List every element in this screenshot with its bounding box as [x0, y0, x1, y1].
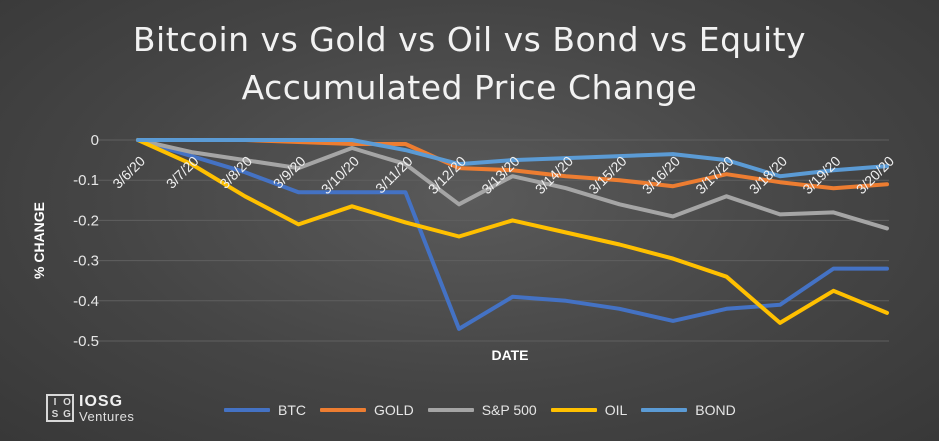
legend-label: BTC — [278, 402, 306, 418]
y-tick-label: -0.4 — [73, 293, 99, 310]
legend-item: BTC — [224, 402, 306, 418]
y-tick-label: 0 — [91, 132, 99, 149]
legend-label: S&P 500 — [481, 402, 537, 418]
y-tick-label: -0.2 — [73, 212, 99, 229]
legend-label: BOND — [695, 402, 736, 418]
series-lines — [136, 138, 889, 331]
legend-item: S&P 500 — [427, 402, 537, 418]
chart-title-line-1: Bitcoin vs Gold vs Oil vs Bond vs Equity — [132, 20, 807, 59]
x-tick-label: 3/20/20 — [853, 153, 897, 197]
y-tick-label: -0.5 — [73, 333, 99, 350]
x-tick-label: 3/16/20 — [639, 153, 683, 197]
chart-title-line-2: Accumulated Price Change — [241, 68, 698, 107]
legend-item: GOLD — [320, 402, 414, 418]
y-tick-label: -0.3 — [73, 253, 99, 270]
x-axis-label: DATE — [491, 347, 528, 363]
series-line-oil — [136, 138, 889, 325]
legend-swatch — [224, 408, 270, 412]
legend-swatch — [550, 408, 597, 412]
y-tick-label: -0.1 — [73, 172, 99, 189]
series-line-s-p-500 — [136, 138, 889, 231]
logo-sub: Ventures — [79, 409, 135, 424]
legend-item: OIL — [550, 402, 628, 418]
x-tick-label: 3/6/20 — [109, 153, 148, 192]
legend-label: OIL — [604, 402, 628, 418]
legend-label: GOLD — [374, 402, 414, 418]
x-tick-label: 3/9/20 — [270, 153, 309, 192]
legend-swatch — [320, 408, 366, 412]
series-line-bond — [136, 138, 889, 179]
logo-mark: I O S G — [46, 394, 74, 422]
legend: BTC GOLD S&P 500 OIL BOND — [224, 400, 736, 420]
legend-item: BOND — [641, 402, 736, 418]
iosg-logo: I O S G IOSG Ventures — [46, 393, 166, 424]
y-axis-ticks: 0 -0.1 -0.2 -0.3 -0.4 -0.5 — [73, 132, 99, 350]
logo-brand: IOSG — [79, 393, 124, 410]
legend-swatch — [427, 408, 474, 412]
legend-swatch — [641, 408, 688, 412]
x-tick-label: 3/15/20 — [585, 153, 629, 197]
y-axis-label: % CHANGE — [31, 202, 47, 279]
